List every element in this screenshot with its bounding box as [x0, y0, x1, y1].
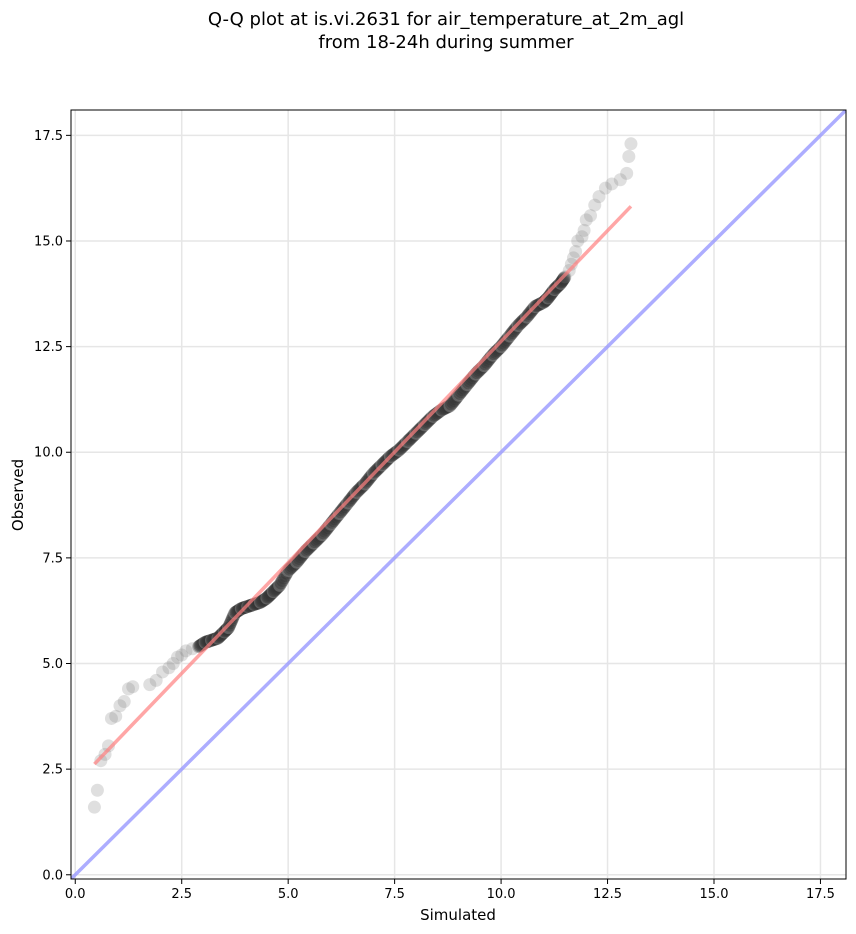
qq-point [554, 275, 568, 289]
x-tick-label: 7.5 [384, 887, 405, 902]
qq-point [443, 399, 457, 413]
qq-point [577, 223, 591, 237]
y-axis-label: Observed [9, 459, 27, 531]
x-tick-label: 5.0 [278, 887, 299, 902]
qq-point [332, 507, 346, 521]
qq-point [94, 754, 108, 768]
qq-point [166, 657, 180, 671]
x-axis: 0.0 2.5 5.0 7.5 10.0 12.5 15.0 17.5 [65, 879, 835, 902]
qq-point [87, 800, 101, 814]
qq-point [504, 327, 518, 341]
x-tick-label: 0.0 [65, 887, 86, 902]
chart-title-line-1: Q-Q plot at is.vi.2631 for air_temperatu… [208, 9, 684, 30]
qq-point [275, 573, 289, 587]
plot-marks [71, 110, 846, 879]
qq-point [109, 709, 123, 723]
x-axis-label: Simulated [420, 906, 496, 924]
x-tick-label: 12.5 [593, 887, 622, 902]
qq-point [222, 621, 236, 635]
qq-point [175, 648, 189, 662]
qq-point [179, 644, 193, 658]
qq-point [571, 234, 585, 248]
grid [71, 110, 846, 879]
qq-point [592, 190, 606, 204]
y-tick-label: 5.0 [42, 657, 63, 672]
qq-point [274, 576, 288, 590]
x-tick-label: 2.5 [171, 887, 192, 902]
qq-point [503, 329, 517, 343]
y-tick-label: 0.0 [42, 868, 63, 883]
qq-point [126, 680, 140, 694]
qq-point [400, 435, 414, 449]
y-tick-label: 7.5 [42, 551, 63, 566]
qq-point [605, 177, 619, 191]
qq-point [334, 505, 348, 519]
qq-point [579, 213, 593, 227]
qq-point [556, 273, 570, 287]
x-tick-label: 15.0 [700, 887, 729, 902]
y-tick-label: 15.0 [34, 234, 63, 249]
y-tick-label: 12.5 [34, 340, 63, 355]
qq-point [555, 274, 569, 288]
qq-point [453, 386, 467, 400]
qq-point [554, 276, 568, 290]
qq-point [113, 699, 127, 713]
x-tick-label: 10.0 [487, 887, 516, 902]
qq-point [624, 137, 638, 151]
qq-point [417, 418, 431, 432]
plot-frame [70, 109, 847, 880]
y-tick-label: 2.5 [42, 763, 63, 778]
y-tick-label: 17.5 [34, 129, 63, 144]
qq-point [162, 661, 176, 675]
qq-point [584, 209, 598, 223]
qq-point [273, 578, 287, 592]
qq-point [121, 682, 135, 696]
qq-point [156, 665, 170, 679]
qq-point [598, 181, 612, 195]
qq-point [90, 783, 104, 797]
qq-point [613, 173, 627, 187]
y-axis: 0.0 2.5 5.0 7.5 10.0 12.5 15.0 17.5 [34, 129, 71, 883]
identity-line [71, 110, 846, 879]
qq-point [564, 257, 578, 271]
qq-point [452, 388, 465, 402]
qq-point [444, 397, 458, 411]
qq-point [101, 739, 115, 753]
qq-point [588, 198, 602, 212]
qq-point [104, 711, 118, 725]
qq-point [170, 650, 184, 664]
x-tick-label: 17.5 [806, 887, 835, 902]
fit-line [93, 205, 633, 766]
qq-point [622, 149, 636, 163]
qq-point [620, 166, 634, 180]
y-tick-label: 10.0 [34, 446, 63, 461]
qq-point [149, 673, 163, 687]
qq-point [409, 426, 423, 440]
chart-title-line-2: from 18-24h during summer [318, 32, 574, 53]
qq-point [569, 245, 583, 259]
qq-point [143, 678, 157, 692]
qq-point [575, 230, 589, 244]
qq-point [117, 695, 131, 709]
